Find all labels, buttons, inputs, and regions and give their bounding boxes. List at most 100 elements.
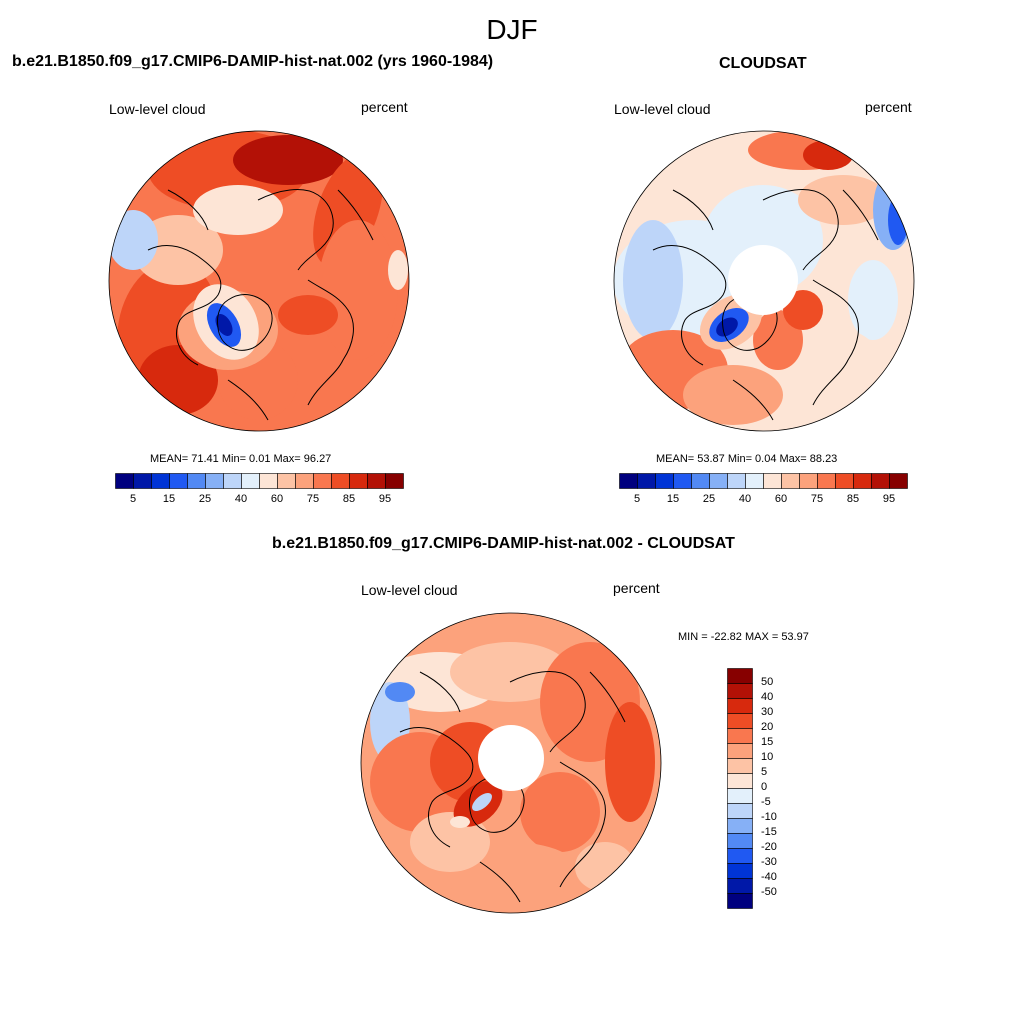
colorbar-tick-label: 60 — [270, 493, 284, 505]
colorbar-swatch — [727, 863, 753, 879]
panel2-units-label: percent — [865, 99, 912, 115]
panel1-colorbar — [115, 473, 404, 489]
colorbar-swatch — [727, 773, 753, 789]
panel3-title: b.e21.B1850.f09_g17.CMIP6-DAMIP-hist-nat… — [272, 535, 735, 552]
colorbar-tick-label: -5 — [761, 796, 771, 808]
map-field-patch — [848, 260, 898, 340]
map-field-patch — [450, 816, 470, 828]
map-field-patch — [803, 330, 883, 410]
map-field-patch — [472, 793, 492, 811]
panel3-colorbar — [727, 668, 753, 909]
colorbar-tick-label: 50 — [761, 676, 774, 688]
coastline — [257, 189, 334, 271]
colorbar-swatch — [655, 473, 674, 489]
colorbar-swatch — [799, 473, 818, 489]
panel3-variable-label: Low-level cloud — [361, 582, 458, 598]
colorbar-tick-label: 75 — [306, 493, 320, 505]
coastline — [227, 379, 269, 421]
colorbar-swatch — [727, 833, 753, 849]
colorbar-swatch — [727, 893, 753, 909]
map-field-patch — [575, 842, 635, 892]
coastline — [559, 761, 606, 888]
panel2-title: CLOUDSAT — [719, 55, 807, 72]
colorbar-swatch — [727, 728, 753, 744]
colorbar-swatch — [727, 788, 753, 804]
coastline — [337, 189, 374, 241]
colorbar-swatch — [871, 473, 890, 489]
colorbar-swatch — [763, 473, 782, 489]
colorbar-tick-label: 15 — [761, 736, 774, 748]
colorbar-swatch — [115, 473, 134, 489]
map-field-patch — [716, 317, 738, 337]
colorbar-swatch — [295, 473, 314, 489]
colorbar-swatch — [169, 473, 188, 489]
colorbar-swatch — [619, 473, 638, 489]
coastline — [217, 294, 273, 351]
panel1-polar-map — [108, 130, 410, 432]
colorbar-tick-label: 10 — [761, 751, 774, 763]
colorbar-swatch — [853, 473, 872, 489]
colorbar-swatch — [817, 473, 836, 489]
coastline — [167, 189, 209, 231]
colorbar-tick-label: 40 — [761, 691, 774, 703]
colorbar-swatch — [691, 473, 710, 489]
colorbar-tick-label: 25 — [702, 493, 716, 505]
colorbar-swatch — [331, 473, 350, 489]
panel1-units-label: percent — [361, 99, 408, 115]
colorbar-tick-label: 5 — [761, 766, 768, 778]
map-field-patch — [520, 772, 600, 852]
map-field-patch — [318, 220, 398, 360]
colorbar-swatch — [241, 473, 260, 489]
colorbar-tick-label: 85 — [342, 493, 356, 505]
colorbar-swatch — [727, 683, 753, 699]
coastline — [419, 671, 461, 713]
colorbar-swatch — [367, 473, 386, 489]
coastline — [842, 189, 879, 241]
coastline — [812, 279, 859, 406]
map-field-patch — [233, 135, 343, 185]
colorbar-swatch — [889, 473, 908, 489]
colorbar-tick-label: -15 — [761, 826, 777, 838]
colorbar-tick-label: 40 — [234, 493, 248, 505]
panel1-variable-label: Low-level cloud — [109, 101, 206, 117]
map-field-patch — [410, 812, 490, 872]
panel2-variable-label: Low-level cloud — [614, 101, 711, 117]
map-boundary — [613, 130, 915, 432]
map-field-patch — [783, 290, 823, 330]
missing-data-region — [478, 725, 544, 791]
colorbar-swatch — [727, 758, 753, 774]
coastline — [589, 671, 626, 723]
colorbar-swatch — [727, 818, 753, 834]
colorbar-tick-label: 40 — [738, 493, 752, 505]
colorbar-swatch — [727, 713, 753, 729]
colorbar-swatch — [727, 698, 753, 714]
map-field-patch — [388, 250, 408, 290]
panel2-polar-map — [613, 130, 915, 432]
colorbar-swatch — [727, 848, 753, 864]
colorbar-tick-label: 60 — [774, 493, 788, 505]
colorbar-swatch — [223, 473, 242, 489]
coastline — [307, 279, 354, 406]
panel3-stats: MIN = -22.82 MAX = 53.97 — [678, 631, 809, 643]
colorbar-tick-label: -20 — [761, 841, 777, 853]
colorbar-tick-label: 20 — [761, 721, 774, 733]
map-field-patch — [683, 365, 783, 425]
colorbar-swatch — [259, 473, 278, 489]
panel2-colorbar — [619, 473, 908, 489]
colorbar-swatch — [709, 473, 728, 489]
panel3-polar-map — [360, 612, 662, 914]
panel3-units-label: percent — [613, 580, 660, 596]
colorbar-swatch — [133, 473, 152, 489]
colorbar-swatch — [781, 473, 800, 489]
colorbar-swatch — [727, 668, 753, 684]
colorbar-swatch — [637, 473, 656, 489]
map-field-patch — [385, 682, 415, 702]
colorbar-swatch — [187, 473, 206, 489]
colorbar-tick-label: -40 — [761, 871, 777, 883]
map-boundary — [108, 130, 410, 432]
colorbar-tick-label: -30 — [761, 856, 777, 868]
panel2-stats: MEAN= 53.87 Min= 0.04 Max= 88.23 — [656, 453, 838, 465]
colorbar-swatch — [727, 743, 753, 759]
coastline — [509, 671, 586, 753]
panel1-stats: MEAN= 71.41 Min= 0.01 Max= 96.27 — [150, 453, 332, 465]
